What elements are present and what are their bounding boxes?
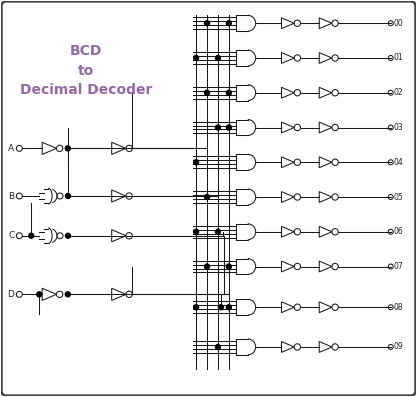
Text: 02: 02 xyxy=(394,88,403,97)
Text: 08: 08 xyxy=(394,303,403,312)
Circle shape xyxy=(29,233,34,238)
Circle shape xyxy=(216,125,221,130)
Circle shape xyxy=(65,146,70,151)
Circle shape xyxy=(219,305,224,310)
Text: 05: 05 xyxy=(394,193,403,202)
Circle shape xyxy=(216,229,221,234)
Circle shape xyxy=(226,21,231,26)
Circle shape xyxy=(204,264,209,269)
Text: 03: 03 xyxy=(394,123,403,132)
Text: D: D xyxy=(8,290,14,299)
Circle shape xyxy=(226,125,231,130)
Text: 04: 04 xyxy=(394,158,403,167)
Text: C: C xyxy=(8,231,14,240)
Circle shape xyxy=(65,292,70,297)
Circle shape xyxy=(65,233,70,238)
Text: 01: 01 xyxy=(394,54,403,62)
Circle shape xyxy=(226,264,231,269)
Text: BCD
to
Decimal Decoder: BCD to Decimal Decoder xyxy=(20,44,152,97)
Text: 09: 09 xyxy=(394,343,403,351)
Circle shape xyxy=(226,305,231,310)
Text: 07: 07 xyxy=(394,262,403,271)
Text: B: B xyxy=(8,191,14,200)
Circle shape xyxy=(193,229,198,234)
Circle shape xyxy=(226,90,231,95)
Circle shape xyxy=(193,305,198,310)
Circle shape xyxy=(65,193,70,198)
Circle shape xyxy=(216,345,221,349)
Circle shape xyxy=(37,292,42,297)
Text: 00: 00 xyxy=(394,19,403,28)
Circle shape xyxy=(216,56,221,60)
Circle shape xyxy=(193,160,198,165)
Text: A: A xyxy=(8,144,14,153)
Text: 06: 06 xyxy=(394,227,403,236)
Circle shape xyxy=(204,90,209,95)
Circle shape xyxy=(193,56,198,60)
Circle shape xyxy=(204,21,209,26)
Circle shape xyxy=(204,195,209,200)
